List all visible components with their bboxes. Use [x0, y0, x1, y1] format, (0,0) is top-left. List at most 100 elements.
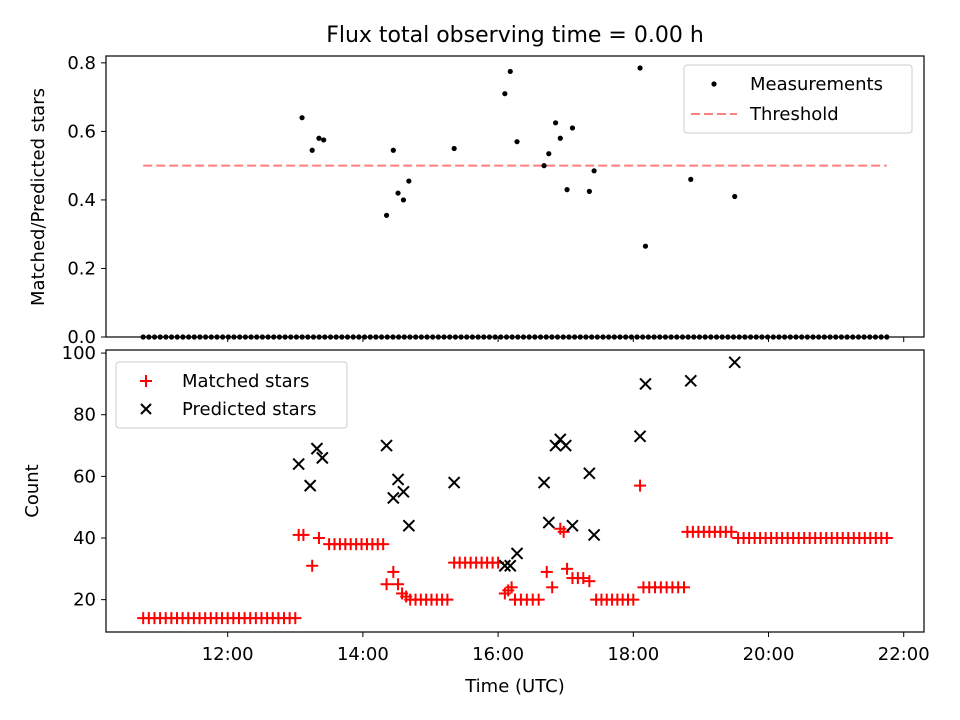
measurement-point — [637, 65, 643, 71]
chart-title: Flux total observing time = 0.00 h — [326, 23, 704, 48]
top-y-axis-label: Matched/Predicted stars — [28, 88, 49, 306]
matched-star-point — [634, 479, 647, 492]
matched-star-point — [880, 532, 893, 544]
predicted-star-point — [639, 377, 652, 391]
predicted-star-point — [559, 439, 572, 452]
x-tick-label: 20:00 — [743, 644, 795, 665]
top-y-tick-label: 0.2 — [67, 258, 96, 279]
top-legend: Measurements Threshold — [683, 64, 913, 134]
predicted-star-point — [303, 479, 317, 492]
matched-star-point — [725, 525, 738, 538]
predicted-star-point — [504, 559, 517, 572]
bottom-legend: Matched stars Predicted stars — [115, 361, 348, 429]
top-y-tick-label: 0.0 — [67, 327, 96, 348]
bottom-legend-box — [115, 361, 348, 429]
predicted-star-point — [510, 547, 524, 560]
top-axes: 0.0 0.2 0.4 0.6 0.8 — [67, 53, 905, 348]
matched-star-point — [297, 528, 310, 541]
measurement-point — [586, 188, 592, 194]
top-legend-box — [683, 64, 913, 134]
measurement-point — [642, 243, 649, 249]
top-y-tick-label: 0.8 — [67, 53, 96, 74]
bottom-y-tick-label: 60 — [73, 466, 96, 487]
predicted-star-point — [498, 559, 512, 572]
measurement-point — [507, 68, 513, 75]
measurement-point — [569, 125, 576, 131]
predicted-star-point — [537, 476, 551, 489]
measurements-legend-marker — [711, 81, 717, 87]
measurement-point — [514, 139, 520, 145]
predicted-star-point — [684, 374, 697, 388]
x-tick-label: 16:00 — [472, 644, 524, 665]
measurement-point — [591, 168, 597, 174]
measurement-point — [546, 151, 552, 157]
measurement-point — [557, 135, 563, 141]
top-y-tick-label: 0.4 — [67, 190, 96, 211]
predicted-star-point — [292, 457, 305, 471]
x-tick-label: 22:00 — [878, 644, 930, 665]
matched-star-point — [546, 581, 559, 594]
measurement-point — [502, 91, 508, 97]
measurement-point — [406, 178, 412, 184]
matched-star-point — [583, 575, 596, 588]
predicted-star-point — [316, 451, 329, 465]
matched-star-point — [577, 572, 590, 585]
measurement-point — [451, 145, 457, 152]
measurement-point — [732, 193, 738, 200]
measurement-point — [299, 115, 305, 121]
top-panel: 0.00.20.40.60.8 Matched/Predicted stars … — [28, 53, 925, 348]
matched-star-point — [289, 612, 302, 625]
legend-label-threshold: Threshold — [749, 104, 839, 125]
measurement-point — [316, 135, 322, 141]
x-tick-label: 12:00 — [202, 644, 254, 665]
measurement-point — [688, 176, 694, 182]
measurement-point — [309, 147, 315, 153]
matched-legend-marker — [140, 375, 152, 387]
bottom-plot-area — [137, 356, 893, 625]
predicted-star-point — [728, 356, 741, 369]
predicted-star-point — [380, 439, 393, 452]
matched-star-point — [387, 565, 400, 578]
predicted-star-point — [583, 467, 596, 480]
bottom-y-tick-label: 40 — [73, 528, 96, 549]
predicted-star-point — [447, 476, 461, 489]
bottom-axes-frame — [105, 349, 925, 633]
legend-label-measurements: Measurements — [750, 74, 883, 95]
measurement-point — [564, 187, 570, 193]
top-axes-frame — [105, 55, 925, 338]
x-axis-label: Time (UTC) — [464, 676, 565, 697]
legend-label-matched: Matched stars — [182, 371, 309, 392]
predicted-star-point — [549, 439, 562, 452]
top-y-tick-label: 0.6 — [67, 121, 96, 142]
matched-star-point — [312, 532, 325, 544]
bottom-y-tick-label: 80 — [73, 405, 96, 426]
measurement-point — [400, 197, 407, 203]
predicted-star-point — [397, 485, 410, 498]
measurement-point — [321, 137, 327, 143]
matched-star-point — [505, 581, 518, 594]
measurement-point — [541, 163, 547, 169]
matched-star-point — [377, 538, 390, 551]
bottom-axes: 12:00 14:00 16:00 18:00 20:00 22:00 20 40 60 80 10… — [62, 343, 930, 665]
predicted-star-point — [391, 473, 405, 486]
bottom-y-axis-label: Count — [22, 464, 43, 517]
measurement-point — [390, 147, 396, 153]
predicted-star-point — [542, 516, 556, 529]
legend-label-predicted: Predicted stars — [182, 399, 316, 420]
x-tick-label: 14:00 — [337, 644, 389, 665]
predicted-star-point — [387, 491, 400, 505]
matched-star-point — [561, 562, 574, 575]
x-tick-label: 18:00 — [607, 644, 659, 665]
measurement-point — [395, 190, 401, 196]
matched-star-point — [441, 593, 454, 606]
measurement-point — [552, 120, 559, 126]
matched-star-point — [627, 593, 640, 606]
predicted-star-point — [402, 519, 416, 532]
matched-star-point — [678, 581, 691, 594]
predicted-star-point — [587, 528, 601, 542]
matched-star-point — [306, 559, 319, 572]
bottom-panel: 12:00 14:00 16:00 18:00 20:00 22:00 20 40 60 80 10… — [22, 343, 930, 697]
matched-star-point — [400, 590, 413, 603]
predicted-star-point — [310, 442, 324, 455]
